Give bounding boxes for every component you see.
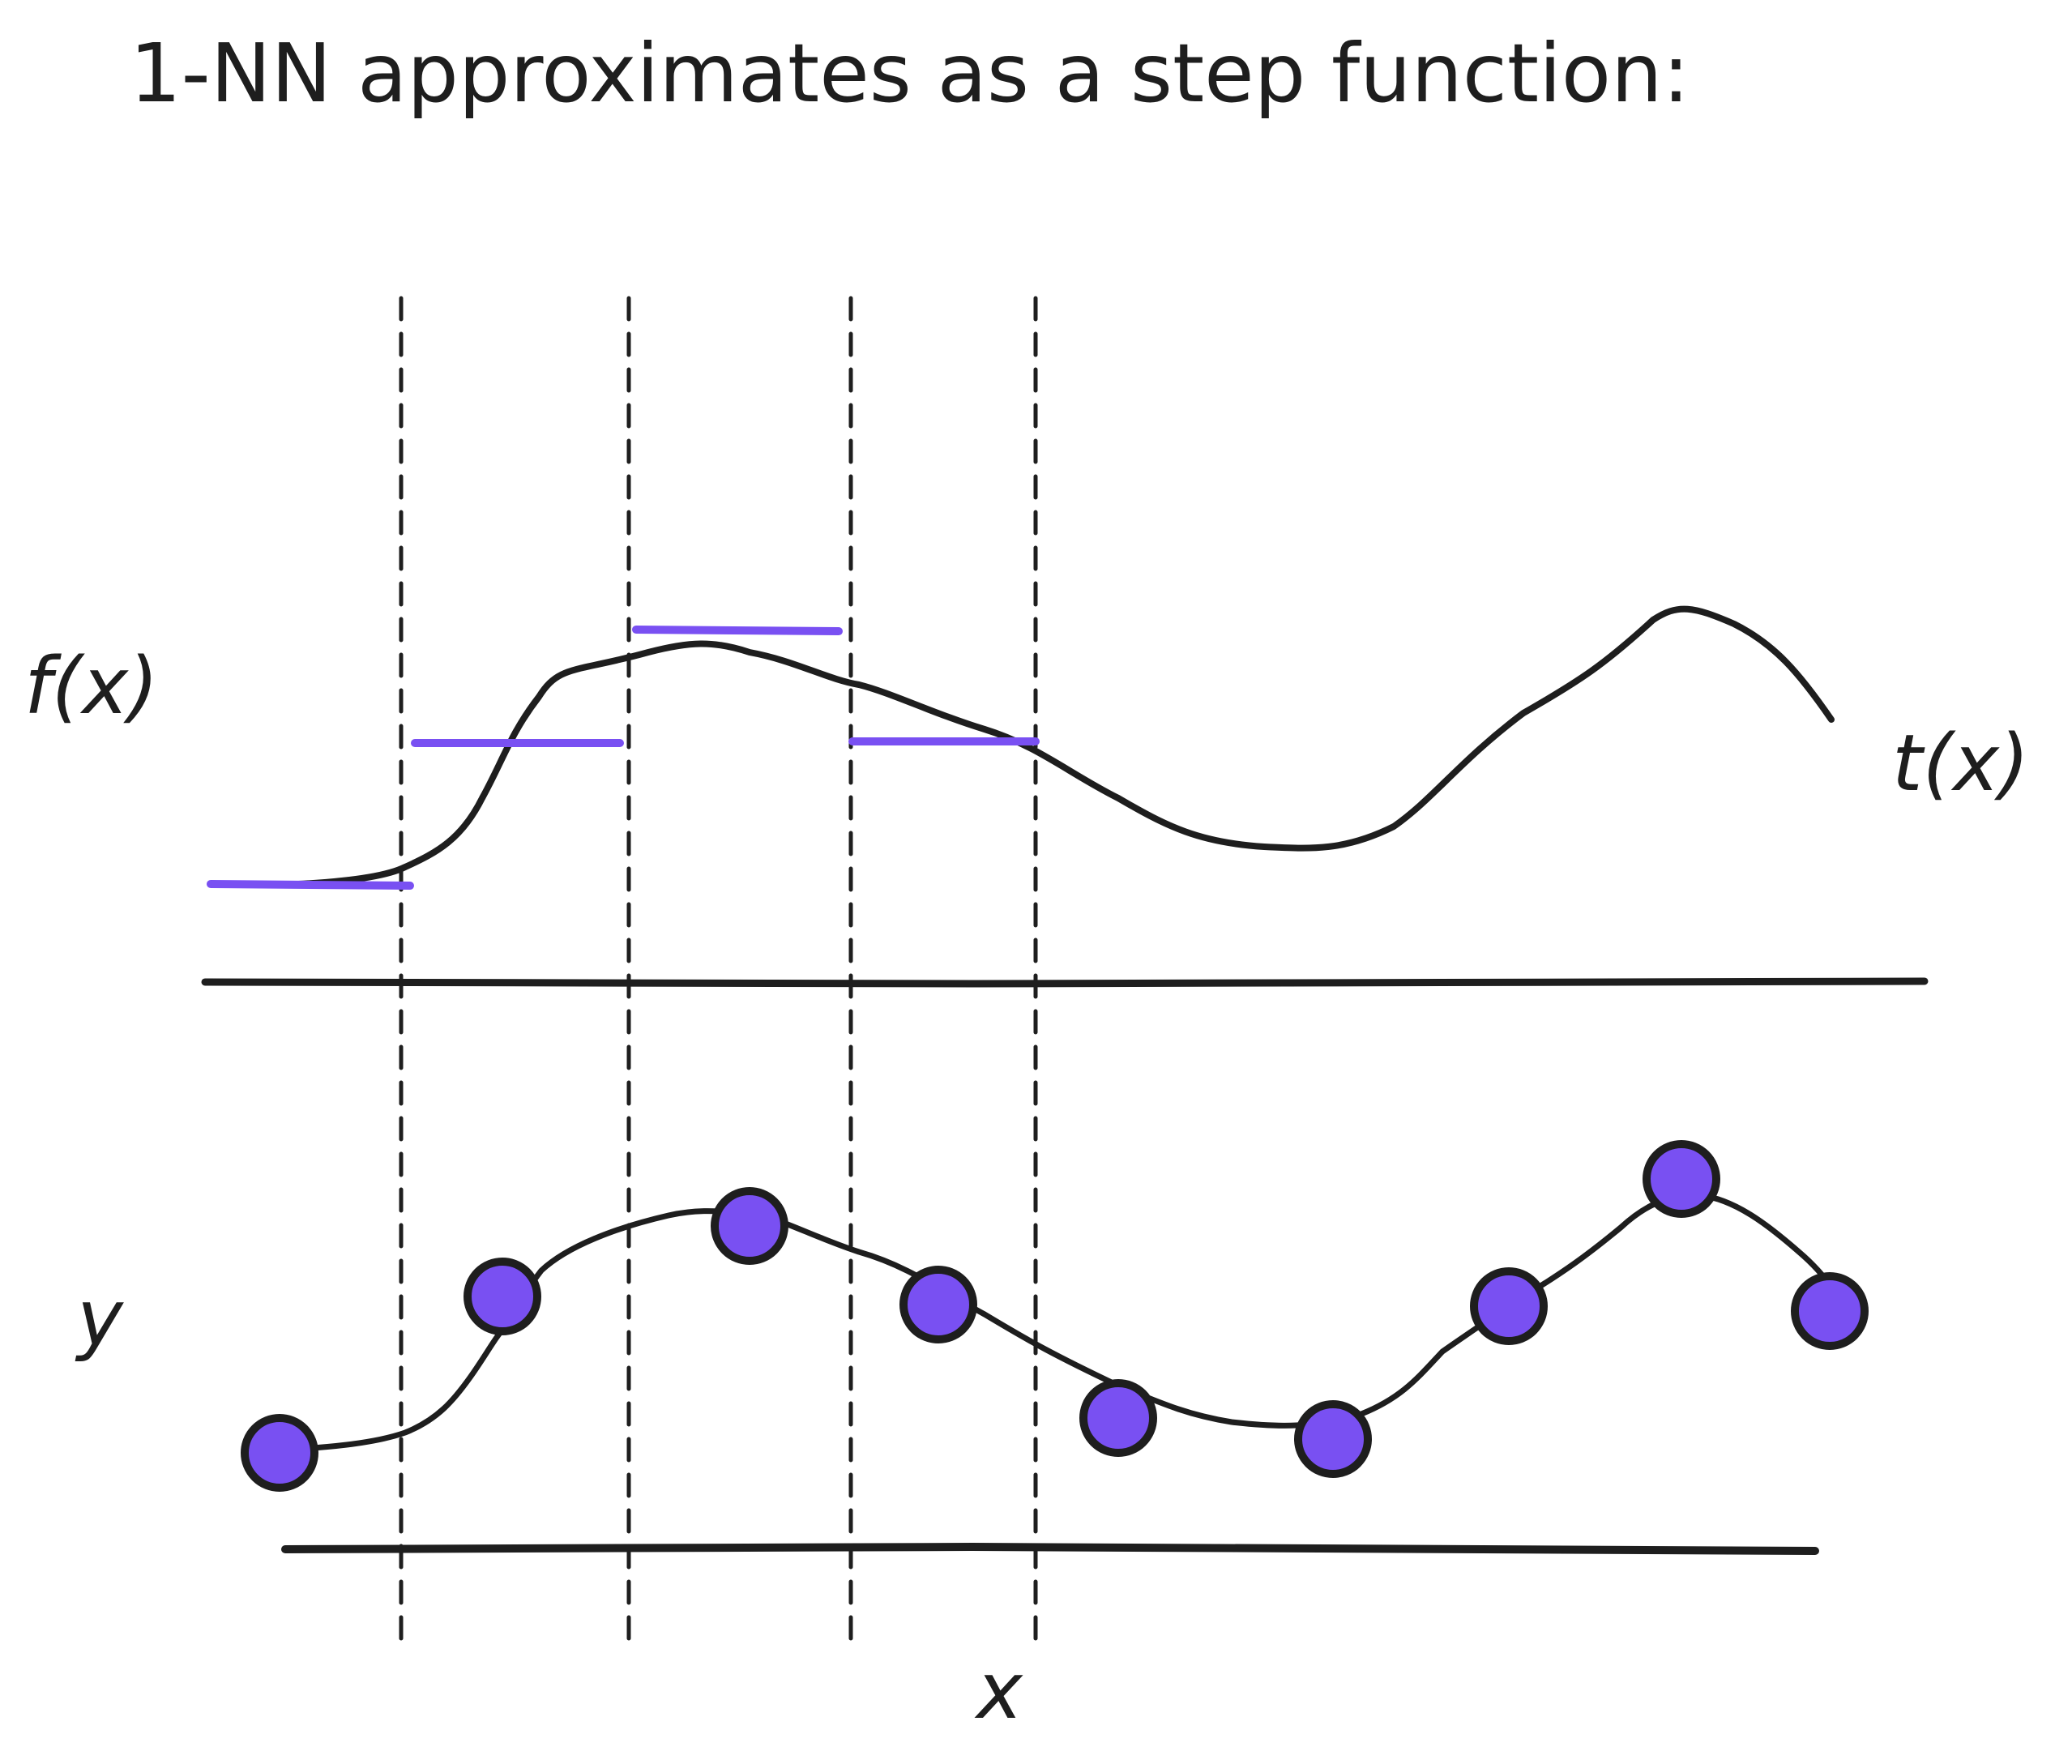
step-segment xyxy=(207,880,414,890)
step-function xyxy=(207,626,1040,890)
sample-point xyxy=(464,1258,541,1335)
sample-point xyxy=(241,1414,318,1492)
top-axis-line xyxy=(201,977,1929,988)
sample-point xyxy=(1079,1379,1157,1457)
decision-boundaries xyxy=(399,296,1038,1647)
sample-point xyxy=(1791,1272,1869,1350)
label-y: y xyxy=(75,1273,124,1364)
sample-points xyxy=(241,1140,1869,1492)
sample-point xyxy=(711,1187,788,1265)
label-x: x xyxy=(974,1646,1023,1736)
label-f-of-x: f(x) xyxy=(24,641,159,732)
sample-point xyxy=(1643,1140,1720,1218)
diagram-title: 1-NN approximates as a step function: xyxy=(130,26,1690,121)
sample-point xyxy=(1294,1400,1372,1478)
sample-point xyxy=(1470,1267,1548,1345)
bottom-axis-line xyxy=(281,1542,1819,1555)
sample-point xyxy=(899,1266,977,1343)
label-t-of-x: t(x) xyxy=(1892,718,2029,809)
step-segment xyxy=(632,626,843,635)
